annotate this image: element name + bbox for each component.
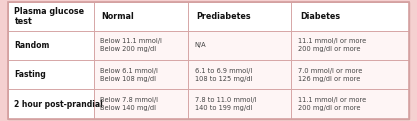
Bar — [8, 89, 94, 119]
Bar — [94, 2, 188, 31]
Bar — [8, 60, 94, 89]
Bar — [94, 31, 188, 60]
Bar — [188, 2, 291, 31]
Text: 2 hour post-prandial: 2 hour post-prandial — [15, 100, 103, 109]
Text: Fasting: Fasting — [15, 70, 46, 79]
Text: Below 6.1 mmol/l
Below 108 mg/dl: Below 6.1 mmol/l Below 108 mg/dl — [100, 68, 158, 82]
Text: 11.1 mmol/l or more
200 mg/dl or more: 11.1 mmol/l or more 200 mg/dl or more — [298, 38, 366, 52]
Text: Normal: Normal — [101, 12, 134, 21]
Text: Prediabetes: Prediabetes — [196, 12, 251, 21]
Bar — [94, 89, 188, 119]
Text: Random: Random — [15, 41, 50, 50]
Bar — [188, 60, 291, 89]
Text: Diabetes: Diabetes — [300, 12, 341, 21]
Bar — [291, 89, 409, 119]
Bar — [94, 60, 188, 89]
Bar — [291, 2, 409, 31]
Text: 7.8 to 11.0 mmol/l
140 to 199 mg/dl: 7.8 to 11.0 mmol/l 140 to 199 mg/dl — [195, 97, 256, 111]
Text: 11.1 mmol/l or more
200 mg/dl or more: 11.1 mmol/l or more 200 mg/dl or more — [298, 97, 366, 111]
Text: Below 7.8 mmol/l
Below 140 mg/dl: Below 7.8 mmol/l Below 140 mg/dl — [100, 97, 158, 111]
Bar — [291, 31, 409, 60]
Text: Below 11.1 mmol/l
Below 200 mg/dl: Below 11.1 mmol/l Below 200 mg/dl — [100, 38, 161, 52]
Bar — [8, 31, 94, 60]
Text: Plasma glucose
test: Plasma glucose test — [15, 7, 85, 26]
Bar — [8, 2, 94, 31]
Text: 7.0 mmol/l or more
126 mg/dl or more: 7.0 mmol/l or more 126 mg/dl or more — [298, 68, 362, 82]
Text: N/A: N/A — [195, 42, 206, 48]
Bar — [188, 31, 291, 60]
Bar — [188, 89, 291, 119]
Bar — [291, 60, 409, 89]
Text: 6.1 to 6.9 mmol/l
108 to 125 mg/dl: 6.1 to 6.9 mmol/l 108 to 125 mg/dl — [195, 68, 252, 82]
